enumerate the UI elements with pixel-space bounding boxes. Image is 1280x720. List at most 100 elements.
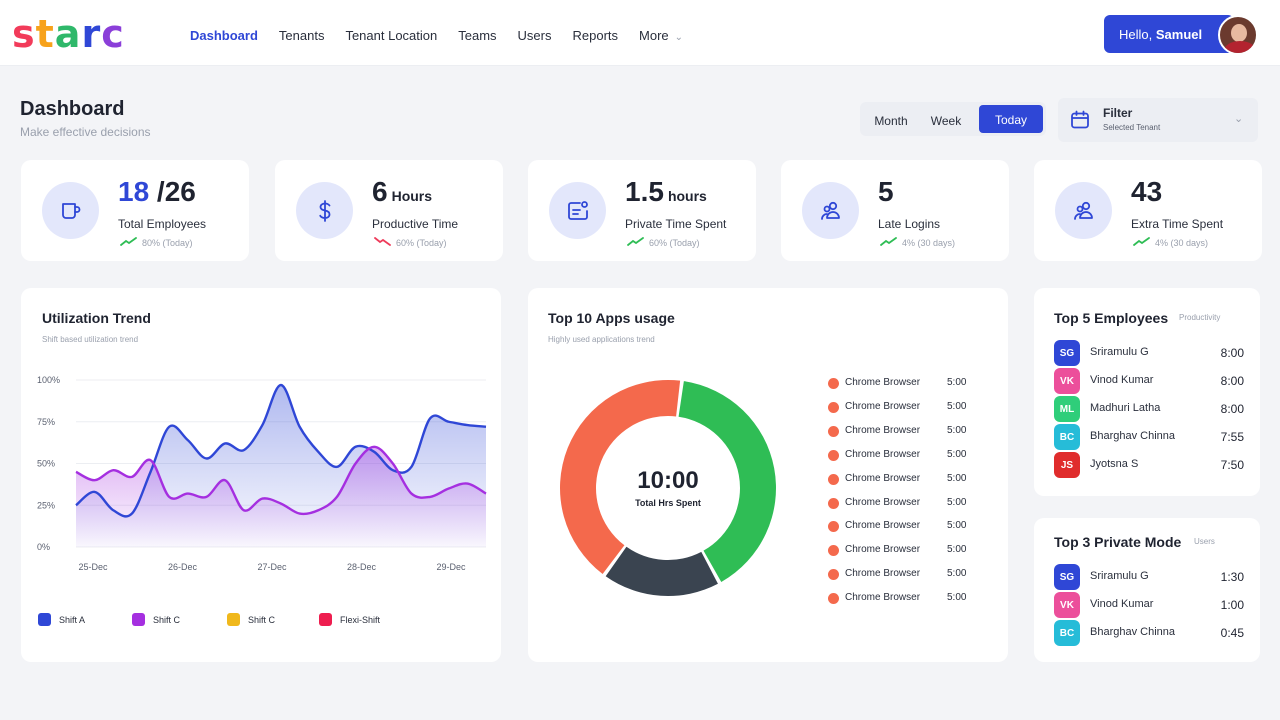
donut-slice[interactable]: [678, 381, 776, 582]
employee-name: Sriramulu G: [1090, 346, 1149, 358]
range-today[interactable]: Today: [979, 105, 1043, 133]
employee-initials-avatar: JS: [1054, 452, 1080, 478]
app-list-item[interactable]: Chrome Browser 5:00: [828, 591, 978, 605]
stat-unit: hours: [667, 188, 707, 204]
employee-row[interactable]: ML Madhuri Latha 8:00: [1054, 396, 1244, 422]
greeting-text: Hello,: [1119, 27, 1153, 42]
stat-card-private-time-spent: 1.5 hours Private Time Spent 60% (Today): [528, 160, 756, 261]
employee-row[interactable]: VK Vinod Kumar 8:00: [1054, 368, 1244, 394]
stat-label: Extra Time Spent: [1131, 217, 1224, 231]
employee-name: Jyotsna S: [1090, 458, 1139, 470]
date-range-toggle: Month Week Today: [860, 102, 1046, 136]
stat-card-late-logins: 5 Late Logins 4% (30 days): [781, 160, 1009, 261]
app-list-item[interactable]: Chrome Browser 5:00: [828, 448, 978, 462]
app-dot-icon: [828, 378, 839, 389]
logo-letter: s: [12, 12, 36, 56]
chevron-down-icon: ⌄: [674, 32, 684, 43]
private-mode-title: Top 3 Private Mode: [1054, 534, 1182, 550]
range-month[interactable]: Month: [874, 114, 908, 128]
app-list-item[interactable]: Chrome Browser 5:00: [828, 567, 978, 581]
x-tick-label: 29-Dec: [436, 562, 466, 572]
page-title: Dashboard: [20, 98, 125, 120]
utilization-chart: 100% 75% 50% 25% 0% 25-Dec 26-Dec 27-Dec 28-Dec 2…: [37, 375, 487, 572]
private-mode-tag: Users: [1194, 537, 1215, 546]
app-list-item[interactable]: Chrome Browser 5:00: [828, 400, 978, 414]
trend-text: 80% (Today): [142, 237, 193, 248]
app-dot-icon: [828, 497, 839, 509]
app-name: Chrome Browser: [845, 472, 921, 484]
legend-swatch: [38, 613, 51, 626]
nav-dashboard[interactable]: Dashboard: [190, 28, 258, 43]
app-time: 5:00: [947, 568, 967, 580]
employee-row[interactable]: JS Jyotsna S 7:50: [1054, 452, 1244, 478]
employee-row[interactable]: SG Sriramulu G 8:00: [1054, 340, 1244, 366]
user-menu-button[interactable]: Hello, Samuel: [1104, 15, 1234, 53]
nav-reports[interactable]: Reports: [572, 28, 619, 43]
apps-donut-chart: [560, 380, 776, 596]
mug-icon: [42, 182, 99, 239]
donut-slice[interactable]: [560, 380, 681, 574]
app-name: Chrome Browser: [845, 424, 921, 436]
nav-tenant-location[interactable]: Tenant Location: [345, 28, 438, 43]
employee-row[interactable]: VK Vinod Kumar 1:00: [1054, 592, 1244, 618]
calendar-icon: [1071, 110, 1089, 129]
stat-label: Productive Time: [372, 217, 459, 231]
app-list-item[interactable]: Chrome Browser 5:00: [828, 519, 978, 533]
series-line-shift-a: [75, 383, 487, 518]
apps-title: Top 10 Apps usage: [548, 310, 675, 326]
app-dot-icon: [828, 521, 839, 533]
app-name: Chrome Browser: [845, 520, 921, 532]
stat-number: 18: [118, 176, 150, 207]
employee-row[interactable]: BC Bharghav Chinna 0:45: [1054, 620, 1244, 646]
app-list-item[interactable]: Chrome Browser 5:00: [828, 424, 978, 438]
avatar[interactable]: [1218, 15, 1258, 55]
app-list-item[interactable]: Chrome Browser 5:00: [828, 376, 978, 390]
app-list-item[interactable]: Chrome Browser 5:00: [828, 496, 978, 510]
app-name: Chrome Browser: [845, 448, 921, 460]
app-time: 5:00: [947, 496, 967, 508]
starc-logo[interactable]: starc: [12, 12, 125, 56]
employee-row[interactable]: BC Bharghav Chinna 7:55: [1054, 424, 1244, 450]
logo-letter: c: [101, 12, 125, 56]
stat-trend: 4% (30 days): [1133, 236, 1208, 249]
legend-item: Flexi-Shift: [319, 613, 380, 626]
nav-tenants[interactable]: Tenants: [278, 28, 325, 43]
app-time: 5:00: [947, 472, 967, 484]
stat-trend: 60% (Today): [374, 236, 447, 249]
stat-trend: 80% (Today): [120, 236, 193, 249]
series-line-shift-c: [75, 445, 487, 516]
legend-swatch: [319, 613, 332, 626]
logo-letter: r: [81, 12, 102, 56]
trend-up-icon: [1133, 236, 1151, 249]
legend-label: Flexi-Shift: [340, 614, 381, 625]
app-name: Chrome Browser: [845, 544, 921, 556]
employee-time: 8:00: [1220, 346, 1244, 360]
trend-down-icon: [374, 236, 392, 249]
trend-up-icon: [120, 236, 138, 249]
app-list-item[interactable]: Chrome Browser 5:00: [828, 472, 978, 486]
app-dot-icon: [828, 425, 839, 437]
y-tick-label: 25%: [37, 500, 55, 510]
apps-subtitle: Highly used applications trend: [548, 335, 655, 344]
tenant-filter-dropdown[interactable]: Filter Selected Tenant ⌄: [1058, 98, 1258, 142]
app-time: 5:00: [947, 424, 967, 436]
nav-users[interactable]: Users: [517, 28, 552, 43]
app-dot-icon: [828, 473, 839, 485]
stat-number: 5: [878, 176, 894, 207]
range-week[interactable]: Week: [930, 114, 962, 128]
nav-more[interactable]: More ⌄: [639, 28, 684, 43]
stat-card-productive-time: 6 Hours Productive Time 60% (Today): [275, 160, 503, 261]
app-dot-icon: [828, 401, 839, 413]
y-tick-label: 100%: [37, 375, 60, 385]
donut-slice[interactable]: [605, 546, 718, 596]
employee-initials-avatar: SG: [1054, 340, 1080, 366]
top-bar: starc Dashboard Tenants Tenant Location Tea…: [0, 0, 1280, 66]
app-list-item[interactable]: Chrome Browser 5:00: [828, 543, 978, 557]
employee-initials-avatar: ML: [1054, 396, 1080, 422]
app-time: 5:00: [947, 544, 967, 556]
employee-row[interactable]: SG Sriramulu G 1:30: [1054, 564, 1244, 590]
nav-teams[interactable]: Teams: [458, 28, 497, 43]
employee-time: 7:50: [1220, 458, 1244, 472]
utilization-subtitle: Shift based utilization trend: [42, 335, 139, 344]
employee-name: Vinod Kumar: [1090, 374, 1154, 386]
